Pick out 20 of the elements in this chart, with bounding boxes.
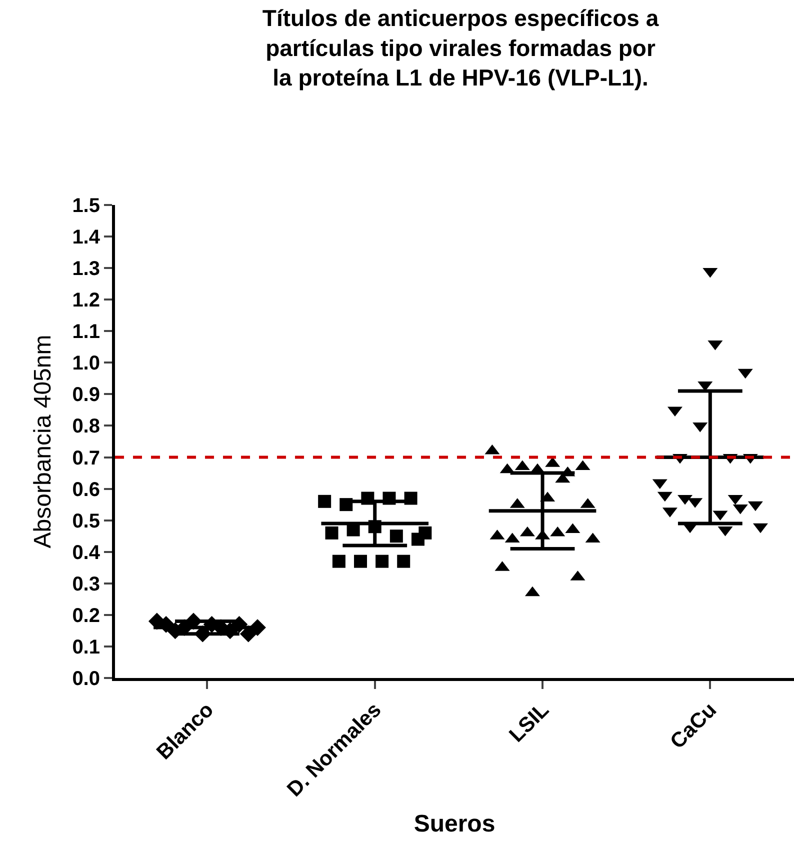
y-tick-label: 0.1 [72,636,100,658]
y-tick-label: 0.0 [72,668,100,690]
y-tick-label: 0.4 [72,542,101,564]
y-tick-label: 0.9 [72,384,100,406]
x-tick-label: LSIL [505,698,554,747]
x-axis-title: Sueros [414,810,496,838]
y-tick-label: 0.5 [72,510,100,532]
y-tick-label: 1.0 [72,352,100,375]
y-tick-label: 1.3 [72,258,100,280]
y-tick-label: 1.2 [72,290,100,312]
y-tick-label: 1.1 [72,321,100,344]
y-tick-label: 0.3 [72,573,100,596]
y-axis-title: Absorbancia 405nm [29,334,56,548]
y-tick-label: 0.8 [72,416,100,438]
y-tick-label: 1.4 [72,226,101,249]
y-tick-label: 0.2 [72,604,100,627]
y-tick-label: 0.7 [72,447,100,470]
y-tick-label: 1.5 [72,195,100,217]
y-tick-label: 0.6 [72,478,100,501]
chart-title: Títulos de anticuerpos específicos a partículas tipo virales formadas por la proteína L1 de HPV-16 (VLP-L1). [262,4,659,91]
